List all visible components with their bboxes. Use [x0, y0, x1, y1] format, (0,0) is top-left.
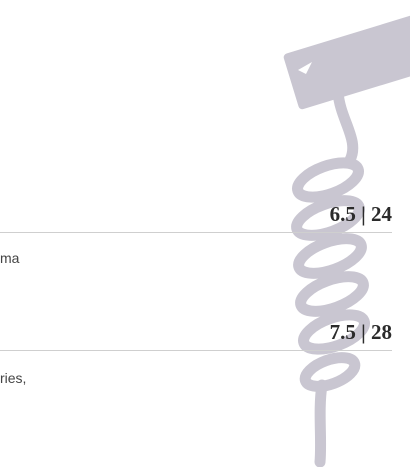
description: ries, [0, 370, 26, 386]
corkscrew-illustration [0, 0, 410, 467]
divider [0, 232, 392, 233]
divider [0, 350, 392, 351]
corkscrew-spiral [292, 92, 369, 462]
page: {"items": [{"price": "6.5 | 24", "descri… [0, 0, 410, 467]
price: 6.5 | 24 [330, 202, 392, 227]
description: ma [0, 250, 19, 266]
price: 7.5 | 28 [330, 320, 392, 345]
corkscrew-handle [283, 0, 410, 110]
